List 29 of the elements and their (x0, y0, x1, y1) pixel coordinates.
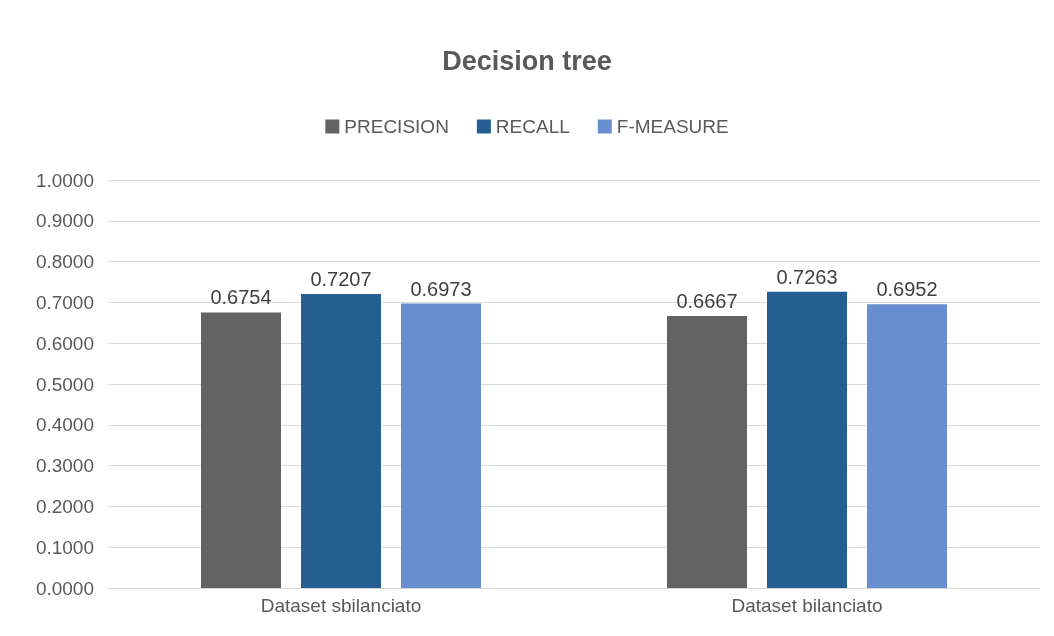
bar (401, 303, 481, 588)
y-tick-label: 0.1000 (35, 536, 94, 558)
y-tick-label: 0.3000 (35, 455, 94, 477)
y-tick-label: 0.5000 (35, 373, 94, 395)
y-tick-label: 0.6000 (35, 332, 94, 354)
bar (667, 315, 747, 588)
data-label: 0.6973 (410, 277, 472, 300)
y-tick-label: 0.0000 (35, 577, 94, 599)
legend-label: PRECISION (344, 116, 449, 137)
bar (201, 312, 281, 588)
data-label: 0.7263 (776, 265, 838, 288)
data-label: 0.7207 (310, 267, 372, 290)
data-label: 0.6667 (676, 289, 738, 312)
y-tick-label: 0.9000 (35, 210, 94, 232)
y-tick-label: 0.4000 (35, 414, 94, 436)
bar (301, 293, 381, 588)
y-tick-label: 0.2000 (35, 495, 94, 517)
y-tick-label: 0.7000 (35, 291, 94, 313)
bar (867, 304, 947, 588)
legend-label: F-MEASURE (616, 116, 729, 137)
x-tick-label: Dataset sbilanciato (260, 595, 422, 616)
y-tick-label: 1.0000 (35, 169, 94, 191)
legend-label: RECALL (495, 116, 570, 137)
y-tick-label: 0.8000 (35, 251, 94, 273)
data-label: 0.6952 (876, 278, 938, 301)
x-tick-label: Dataset bilanciato (731, 595, 883, 616)
chart-title: Decision tree (442, 45, 612, 76)
bar (767, 291, 847, 588)
data-label: 0.6754 (210, 286, 272, 309)
